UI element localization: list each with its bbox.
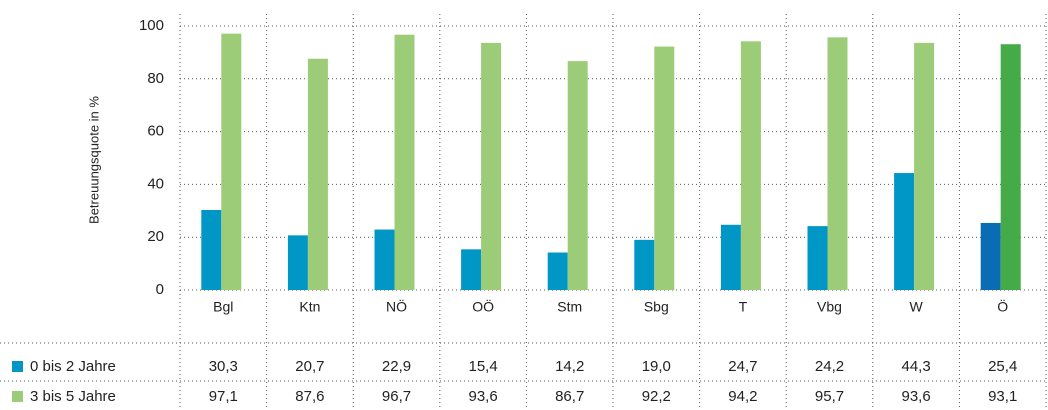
table-value: 14,2 <box>555 358 584 375</box>
legend-swatch <box>12 391 23 402</box>
y-tick-label: 100 <box>139 17 164 34</box>
legend-swatch <box>12 361 23 372</box>
table-value: 22,9 <box>382 358 411 375</box>
table-value: 92,2 <box>642 388 671 405</box>
x-tick-label: Sbg <box>644 299 669 315</box>
table-value: 24,7 <box>728 358 757 375</box>
table-value: 93,1 <box>988 388 1017 405</box>
x-tick-label: Vbg <box>817 299 842 315</box>
bar <box>894 173 915 290</box>
x-tick-label: T <box>739 299 748 315</box>
bar <box>807 226 828 290</box>
bar <box>374 229 395 290</box>
table-value: 95,7 <box>815 388 844 405</box>
table-value: 30,3 <box>209 358 238 375</box>
bar <box>1000 44 1021 290</box>
x-tick-label: NÖ <box>386 298 407 315</box>
y-tick-label: 60 <box>147 123 164 140</box>
bar <box>654 46 675 291</box>
y-tick-label: 20 <box>147 228 164 245</box>
table-value: 87,6 <box>295 388 324 405</box>
bar <box>980 222 1001 290</box>
bar <box>287 235 308 290</box>
bar <box>307 58 328 291</box>
table-value: 44,3 <box>901 358 930 375</box>
x-tick-label: Stm <box>557 299 582 315</box>
y-axis-title: Betreuungsquote in % <box>86 96 101 224</box>
table-value: 97,1 <box>209 388 238 405</box>
legend-label: 3 bis 5 Jahre <box>30 388 116 405</box>
bar <box>394 34 415 290</box>
bar <box>914 42 935 291</box>
x-tick-label: OÖ <box>472 298 494 315</box>
table-value: 93,6 <box>468 388 497 405</box>
table-value: 96,7 <box>382 388 411 405</box>
y-tick-label: 0 <box>156 281 164 298</box>
y-tick-label: 80 <box>147 70 164 87</box>
table-value: 20,7 <box>295 358 324 375</box>
table-value: 94,2 <box>728 388 757 405</box>
bar <box>201 210 222 290</box>
y-tick-label: 40 <box>147 175 164 192</box>
bar <box>221 33 242 290</box>
legend-label: 0 bis 2 Jahre <box>30 358 116 375</box>
table-value: 15,4 <box>468 358 497 375</box>
table-value: 86,7 <box>555 388 584 405</box>
bar <box>567 61 588 290</box>
bar <box>740 41 761 291</box>
x-tick-label: W <box>909 299 923 315</box>
table-value: 19,0 <box>642 358 671 375</box>
x-tick-label: Bgl <box>213 299 233 315</box>
table-value: 25,4 <box>988 358 1017 375</box>
bar <box>720 224 741 290</box>
bar <box>481 42 502 291</box>
table-value: 93,6 <box>901 388 930 405</box>
bar <box>547 252 568 290</box>
bar <box>827 37 848 290</box>
table-value: 24,2 <box>815 358 844 375</box>
x-tick-label: Ö <box>997 298 1008 315</box>
x-tick-label: Ktn <box>299 299 320 315</box>
bar <box>461 249 482 290</box>
bar <box>634 239 655 290</box>
